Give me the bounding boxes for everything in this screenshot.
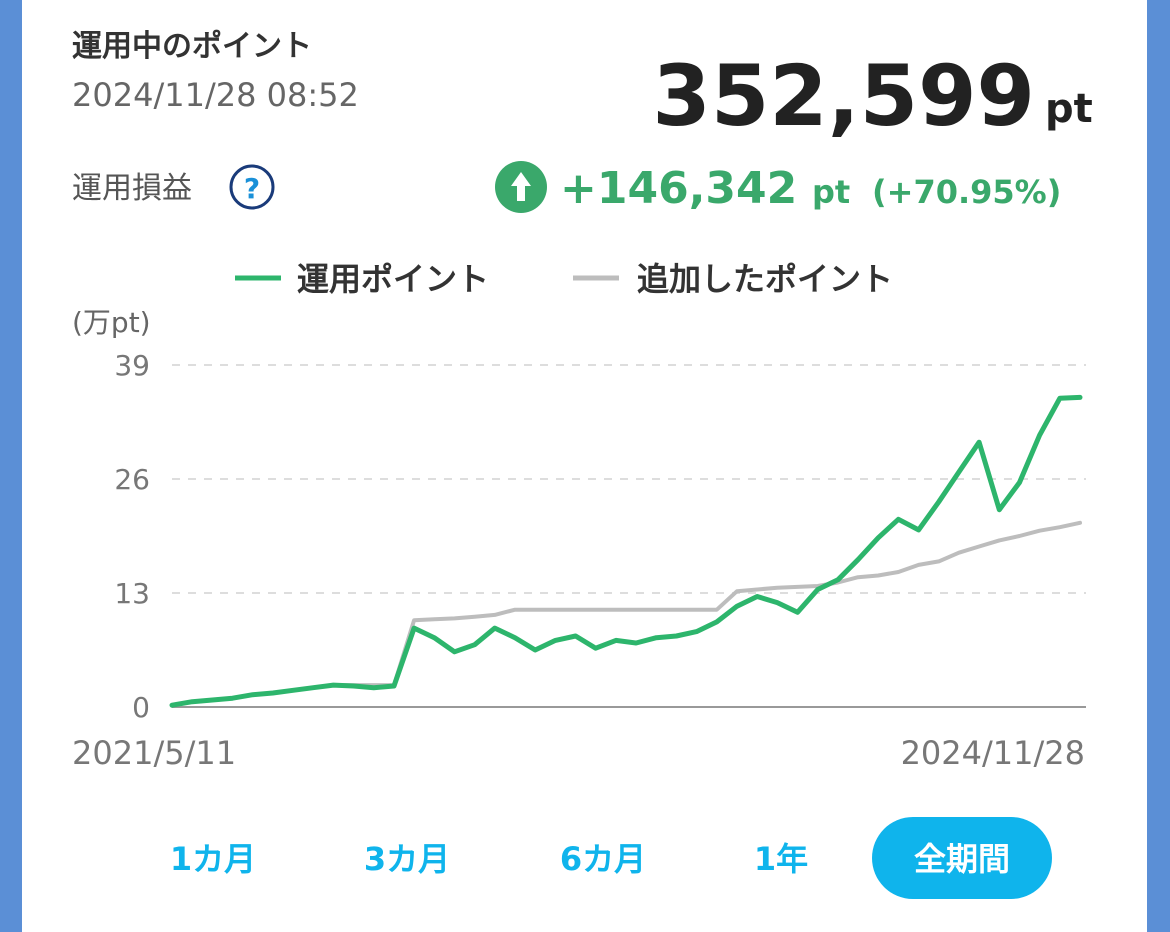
- y-tick-label: 0: [132, 691, 150, 724]
- profit: +146,342: [560, 163, 797, 214]
- y-tick-label: 26: [114, 463, 150, 496]
- card: [22, 0, 1147, 932]
- timestamp: 2024/11/28 08:52: [72, 76, 359, 114]
- period-button[interactable]: 全期間: [872, 817, 1052, 899]
- profit-unit: pt: [812, 173, 850, 211]
- legend-label: 追加したポイント: [637, 260, 893, 298]
- profit-rate: (+70.95%): [872, 173, 1061, 211]
- period-button[interactable]: 6カ月: [560, 840, 646, 878]
- period-label: 1カ月: [170, 840, 256, 878]
- x-tick-label: 2021/5/11: [72, 734, 236, 772]
- period-button[interactable]: 1カ月: [170, 840, 256, 878]
- x-tick-label: 2024/11/28: [901, 734, 1085, 772]
- total: 352,599: [652, 47, 1035, 145]
- help-circle: [229, 164, 275, 210]
- y-tick-label: 39: [114, 349, 150, 382]
- period-button[interactable]: 1年: [754, 840, 808, 878]
- period-button-bg: [872, 817, 1052, 899]
- period-label: 全期間: [914, 840, 1010, 878]
- period-label: 6カ月: [560, 840, 646, 878]
- period-label: 3カ月: [364, 840, 450, 878]
- up-arrow: [511, 172, 531, 201]
- total-unit: pt: [1045, 86, 1093, 132]
- period-label: 1年: [754, 840, 808, 878]
- period-button[interactable]: 3カ月: [364, 840, 450, 878]
- help-button[interactable]: ?: [229, 164, 275, 210]
- profit-label: 運用損益: [72, 171, 192, 206]
- legend-label: 運用ポイント: [297, 260, 489, 298]
- series-line: [169, 394, 1083, 708]
- y-tick-label: 13: [114, 577, 150, 610]
- help-icon: ?: [244, 172, 260, 205]
- y-unit-label: (万pt): [72, 306, 151, 339]
- title: 運用中のポイント: [72, 29, 312, 64]
